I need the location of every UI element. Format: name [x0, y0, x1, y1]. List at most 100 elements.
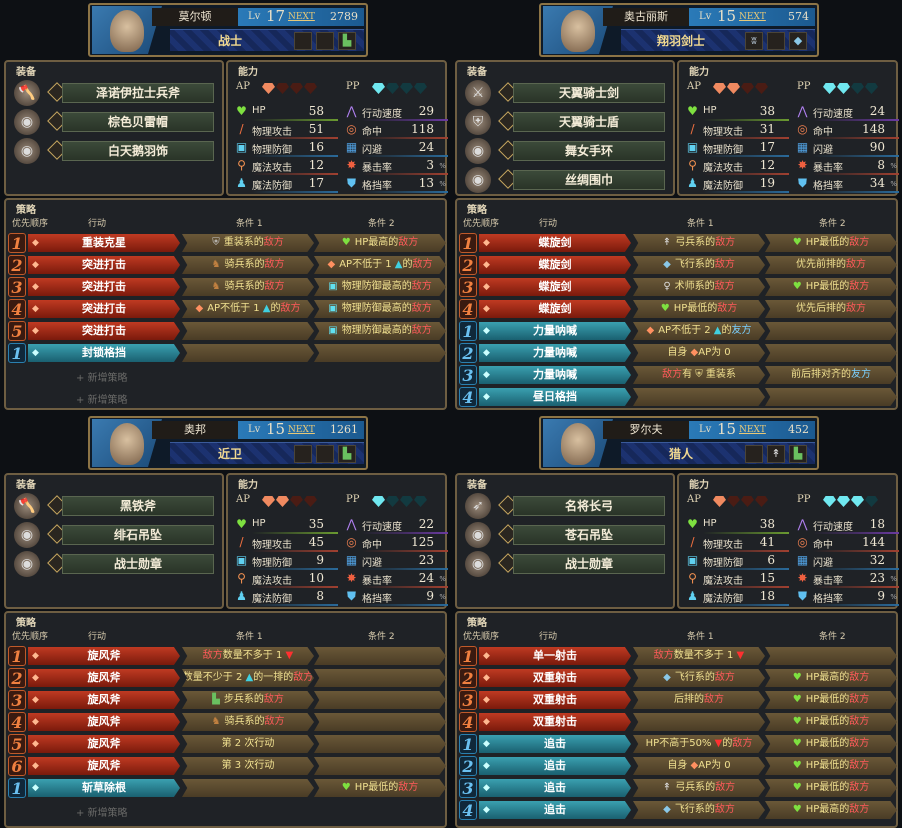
priority-badge[interactable]: 2: [8, 255, 26, 275]
condition-2-button[interactable]: [314, 713, 446, 731]
action-button[interactable]: ◆ 双重射击: [479, 713, 631, 731]
condition-2-button[interactable]: 优先后排的敌方: [765, 300, 897, 318]
priority-badge[interactable]: 4: [459, 299, 477, 319]
condition-2-button[interactable]: [765, 647, 897, 665]
equipment-name[interactable]: 丝绸围巾: [513, 170, 665, 190]
condition-1-button[interactable]: ↟ 弓兵系的敌方: [633, 779, 765, 797]
action-button[interactable]: ◆ 力量呐喊: [479, 344, 631, 362]
condition-1-button[interactable]: 敌方有 ⛨ 重装系: [633, 366, 765, 384]
condition-2-button[interactable]: ◆ AP不低于 1 ▲的敌方: [314, 256, 446, 274]
action-button[interactable]: ◆ 旋风斧: [28, 757, 180, 775]
unit-header[interactable]: 奥古丽斯 Lv 15 NEXT 574 翔羽剑士 ʬ ◆: [539, 3, 819, 57]
priority-badge[interactable]: 1: [8, 233, 26, 253]
condition-2-button[interactable]: ♥ HP最高的敌方: [765, 801, 897, 819]
priority-badge[interactable]: 3: [459, 690, 477, 710]
condition-1-button[interactable]: ◆ AP不低于 1 ▲的敌方: [182, 300, 314, 318]
strategy-row[interactable]: 4 ◆ 旋风斧 ♞ 骑兵系的敌方: [6, 712, 446, 732]
priority-badge[interactable]: 3: [8, 690, 26, 710]
condition-2-button[interactable]: [314, 735, 446, 753]
strategy-row[interactable]: 1 ◆ 追击 HP不高于50% ▼的敌方 ♥ HP最低的敌方: [457, 734, 897, 754]
priority-badge[interactable]: 4: [8, 299, 26, 319]
strategy-row[interactable]: 1 ◆ 重装克星 ⛨ 重装系的敌方 ♥ HP最高的敌方: [6, 233, 446, 253]
condition-1-button[interactable]: 数量不少于 2 ▲的一排的敌方: [182, 669, 314, 687]
condition-1-button[interactable]: ◆ 飞行系的敌方: [633, 669, 765, 687]
condition-1-button[interactable]: ♞ 骑兵系的敌方: [182, 256, 314, 274]
action-button[interactable]: ◆ 旋风斧: [28, 735, 180, 753]
priority-badge[interactable]: 4: [459, 712, 477, 732]
add-strategy-button[interactable]: + 新增策略: [76, 395, 128, 406]
condition-1-button[interactable]: ♞ 骑兵系的敌方: [182, 713, 314, 731]
unit-header[interactable]: 莫尔顿 Lv 17 NEXT 2789 战士 ▙: [88, 3, 368, 57]
condition-2-button[interactable]: 前后排对齐的友方: [765, 366, 897, 384]
strategy-row[interactable]: 3 ◆ 力量呐喊 敌方有 ⛨ 重装系 前后排对齐的友方: [457, 365, 897, 385]
equipment-name[interactable]: 泽诺伊拉士兵斧: [62, 83, 214, 103]
strategy-row[interactable]: 2 ◆ 追击 自身 ◆AP为 0 ♥ HP最低的敌方: [457, 756, 897, 776]
strategy-row[interactable]: 1 ◆ 封锁格挡: [6, 343, 446, 363]
action-button[interactable]: ◆ 突进打击: [28, 256, 180, 274]
condition-1-button[interactable]: 敌方数量不多于 1 ▼: [182, 647, 314, 665]
action-button[interactable]: ◆ 追击: [479, 801, 631, 819]
equipment-name[interactable]: 黑铁斧: [62, 496, 214, 516]
strategy-row[interactable]: 2 ◆ 力量呐喊 自身 ◆AP为 0: [457, 343, 897, 363]
priority-badge[interactable]: 3: [459, 365, 477, 385]
condition-1-button[interactable]: 第 2 次行动: [182, 735, 314, 753]
equipment-slot[interactable]: ◉ 白天鹅羽饰: [12, 138, 218, 164]
condition-1-button[interactable]: 敌方数量不多于 1 ▼: [633, 647, 765, 665]
condition-2-button[interactable]: ♥ HP最高的敌方: [765, 669, 897, 687]
condition-2-button[interactable]: ♥ HP最低的敌方: [765, 278, 897, 296]
condition-1-button[interactable]: ♀ 术师系的敌方: [633, 278, 765, 296]
equipment-name[interactable]: 名将长弓: [513, 496, 665, 516]
condition-2-button[interactable]: ♥ HP最低的敌方: [765, 691, 897, 709]
strategy-row[interactable]: 4 ◆ 昼日格挡: [457, 387, 897, 407]
equipment-name[interactable]: 天翼骑士盾: [513, 112, 665, 132]
condition-2-button[interactable]: ♥ HP最低的敌方: [765, 757, 897, 775]
condition-2-button[interactable]: ♥ HP最高的敌方: [314, 234, 446, 252]
action-button[interactable]: ◆ 追击: [479, 757, 631, 775]
action-button[interactable]: ◆ 旋风斧: [28, 647, 180, 665]
unit-header[interactable]: 罗尔夫 Lv 15 NEXT 452 猎人 ↟ ▙: [539, 416, 819, 470]
condition-2-button[interactable]: ♥ HP最低的敌方: [765, 735, 897, 753]
equipment-slot[interactable]: 🪓 黑铁斧: [12, 493, 218, 519]
equipment-slot[interactable]: ⛨ 天翼骑士盾: [463, 109, 669, 135]
action-button[interactable]: ◆ 蝶旋剑: [479, 256, 631, 274]
strategy-row[interactable]: 1 ◆ 力量呐喊 ◆ AP不低于 2 ▲的友方: [457, 321, 897, 341]
action-button[interactable]: ◆ 力量呐喊: [479, 366, 631, 384]
equipment-slot[interactable]: ➶ 名将长弓: [463, 493, 669, 519]
action-button[interactable]: ◆ 突进打击: [28, 300, 180, 318]
condition-1-button[interactable]: ⛨ 重装系的敌方: [182, 234, 314, 252]
priority-badge[interactable]: 4: [459, 800, 477, 820]
action-button[interactable]: ◆ 蝶旋剑: [479, 234, 631, 252]
condition-1-button[interactable]: 第 3 次行动: [182, 757, 314, 775]
condition-1-button[interactable]: ◆ 飞行系的敌方: [633, 256, 765, 274]
condition-2-button[interactable]: [314, 669, 446, 687]
strategy-row[interactable]: 4 ◆ 追击 ◆ 飞行系的敌方 ♥ HP最高的敌方: [457, 800, 897, 820]
action-button[interactable]: ◆ 昼日格挡: [479, 388, 631, 406]
priority-badge[interactable]: 6: [8, 756, 26, 776]
strategy-row[interactable]: 2 ◆ 蝶旋剑 ◆ 飞行系的敌方 优先前排的敌方: [457, 255, 897, 275]
strategy-row[interactable]: 1 ◆ 旋风斧 敌方数量不多于 1 ▼: [6, 646, 446, 666]
condition-1-button[interactable]: [633, 388, 765, 406]
action-button[interactable]: ◆ 重装克星: [28, 234, 180, 252]
strategy-row[interactable]: 2 ◆ 双重射击 ◆ 飞行系的敌方 ♥ HP最高的敌方: [457, 668, 897, 688]
strategy-row[interactable]: 1 ◆ 斩草除根 ♥ HP最低的敌方: [6, 778, 446, 798]
equipment-name[interactable]: 战士勋章: [513, 554, 665, 574]
strategy-row[interactable]: 3 ◆ 蝶旋剑 ♀ 术师系的敌方 ♥ HP最低的敌方: [457, 277, 897, 297]
condition-1-button[interactable]: ♥ HP最低的敌方: [633, 300, 765, 318]
strategy-row[interactable]: 5 ◆ 旋风斧 第 2 次行动: [6, 734, 446, 754]
condition-2-button[interactable]: ▣ 物理防御最高的敌方: [314, 322, 446, 340]
condition-1-button[interactable]: [633, 713, 765, 731]
equipment-slot[interactable]: ◉ 战士勋章: [463, 551, 669, 577]
condition-1-button[interactable]: ◆ AP不低于 2 ▲的友方: [633, 322, 765, 340]
strategy-row[interactable]: 3 ◆ 旋风斧 ▙ 步兵系的敌方: [6, 690, 446, 710]
action-button[interactable]: ◆ 双重射击: [479, 669, 631, 687]
condition-2-button[interactable]: [765, 322, 897, 340]
condition-2-button[interactable]: ♥ HP最低的敌方: [314, 779, 446, 797]
equipment-name[interactable]: 苍石吊坠: [513, 525, 665, 545]
condition-2-button[interactable]: ♥ HP最低的敌方: [765, 234, 897, 252]
condition-2-button[interactable]: [314, 757, 446, 775]
strategy-row[interactable]: 4 ◆ 双重射击 ♥ HP最低的敌方: [457, 712, 897, 732]
priority-badge[interactable]: 1: [459, 233, 477, 253]
condition-1-button[interactable]: [182, 322, 314, 340]
condition-1-button[interactable]: ▙ 步兵系的敌方: [182, 691, 314, 709]
priority-badge[interactable]: 3: [459, 778, 477, 798]
